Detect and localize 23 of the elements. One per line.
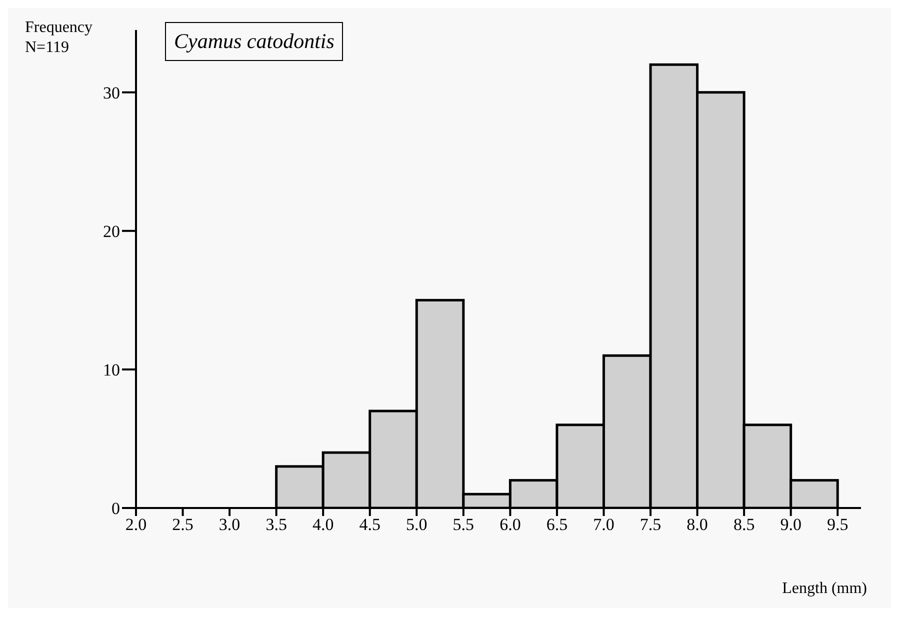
x-tick-label: 4.5 [359,515,380,534]
x-tick-label: 8.5 [733,515,755,534]
x-tick-label: 7.0 [593,515,614,534]
x-tick-label: 7.5 [640,515,662,534]
x-tick-label: 8.0 [686,515,708,534]
x-tick-label: 9.0 [780,515,802,534]
y-tick-label: 20 [103,222,120,241]
x-tick-label: 5.0 [406,515,428,534]
x-axis-title: Length (mm) [782,580,867,598]
y-tick-label: 30 [103,83,120,102]
x-tick-label: 3.0 [218,515,240,534]
chart-title: Cyamus catodontis [165,22,344,61]
y-tick-label: 0 [112,499,120,518]
x-tick-label: 3.5 [266,515,287,534]
x-tick-label: 4.0 [312,515,334,534]
x-tick-label: 2.5 [172,515,194,534]
x-tick-label: 5.5 [452,515,474,534]
x-tick-label: 9.5 [826,515,848,534]
y-axis-title: Frequency N=119 [25,18,93,58]
x-tick-label: 2.0 [125,515,147,534]
x-tick-label: 6.0 [500,515,521,534]
y-tick-label: 10 [103,360,120,380]
x-tick-label: 6.5 [546,515,568,534]
